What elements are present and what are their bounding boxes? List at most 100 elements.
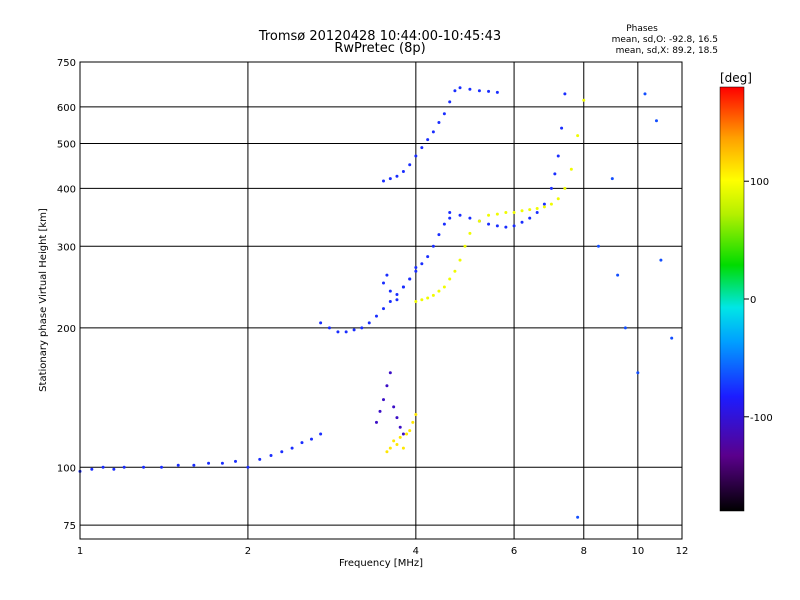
x-tick-label: 8: [581, 546, 587, 557]
data-point: [414, 269, 418, 273]
data-point: [512, 210, 516, 214]
data-point: [401, 432, 405, 436]
data-point: [610, 177, 614, 181]
data-point: [468, 87, 472, 91]
data-point: [392, 405, 396, 409]
data-point: [414, 299, 418, 303]
data-point: [290, 446, 294, 450]
data-point: [453, 269, 457, 273]
chart-title: Tromsø 20120428 10:44:00-10:45:43: [258, 29, 501, 44]
data-point: [437, 289, 441, 293]
data-point: [556, 197, 560, 201]
data-point: [528, 216, 532, 220]
data-point: [495, 224, 499, 228]
data-point: [442, 222, 446, 226]
data-point: [560, 126, 564, 130]
phase-stats-x: mean, sd,X: 89.2, 18.5: [616, 46, 718, 56]
data-point: [487, 89, 491, 93]
data-point: [442, 112, 446, 116]
data-point: [388, 289, 392, 293]
data-point: [623, 326, 627, 330]
data-point: [569, 167, 573, 171]
data-point: [398, 425, 402, 429]
data-point: [448, 277, 452, 281]
data-point: [426, 296, 430, 300]
data-point: [458, 213, 462, 217]
data-point: [420, 146, 424, 150]
data-point: [395, 298, 399, 302]
data-point: [504, 225, 508, 229]
y-tick-label: 200: [57, 324, 76, 335]
data-point: [319, 321, 323, 325]
data-point: [431, 293, 435, 297]
data-point: [233, 459, 237, 463]
data-point: [528, 208, 532, 212]
data-point: [420, 262, 424, 266]
data-point: [563, 92, 567, 96]
data-point: [448, 210, 452, 214]
data-point: [616, 273, 620, 277]
y-tick-label: 75: [63, 521, 76, 532]
data-point: [431, 244, 435, 248]
data-point: [367, 321, 371, 325]
data-point: [414, 154, 418, 158]
data-point: [401, 170, 405, 174]
data-point: [336, 330, 340, 334]
data-point: [495, 212, 499, 216]
data-point: [420, 298, 424, 302]
data-point: [468, 216, 472, 220]
data-point: [520, 209, 524, 213]
data-point: [408, 163, 412, 167]
data-point: [504, 210, 508, 214]
data-point: [437, 233, 441, 237]
data-point: [258, 457, 262, 461]
y-tick-label: 500: [57, 140, 76, 151]
data-point: [385, 450, 389, 454]
grid-lines: [80, 62, 682, 539]
data-point: [401, 285, 405, 289]
data-point: [327, 326, 331, 330]
data-point: [300, 441, 304, 445]
data-point: [453, 89, 457, 93]
data-point: [535, 210, 539, 214]
y-axis-label: Stationary phase Virtual Height [km]: [38, 208, 49, 392]
data-point: [448, 100, 452, 104]
colorbar-label: [deg]: [720, 71, 752, 85]
data-point: [468, 231, 472, 235]
data-point: [319, 432, 323, 436]
y-tick-labels: 75 100 200 300 400 500 600 750: [57, 58, 76, 532]
data-point: [90, 467, 94, 471]
data-point: [395, 293, 399, 297]
data-point: [576, 134, 580, 138]
colorbar-tick-label: 0: [750, 295, 756, 306]
data-point: [142, 465, 146, 469]
data-point: [556, 154, 560, 158]
data-point: [408, 277, 412, 281]
x-tick-label: 6: [511, 546, 517, 557]
data-point: [563, 186, 567, 190]
data-point: [654, 119, 658, 123]
data-point: [385, 384, 389, 388]
data-point: [101, 465, 105, 469]
data-point: [374, 420, 378, 424]
data-point: [448, 216, 452, 220]
data-point: [398, 435, 402, 439]
data-point: [549, 202, 553, 206]
y-tick-label: 100: [57, 463, 76, 474]
data-point: [670, 336, 674, 340]
data-point: [246, 465, 250, 469]
data-point: [458, 258, 462, 262]
data-point: [344, 330, 348, 334]
data-point: [401, 446, 405, 450]
data-point: [381, 281, 385, 285]
data-point: [458, 86, 462, 90]
plot-frame: [79, 61, 683, 540]
data-point: [414, 265, 418, 269]
data-point: [636, 371, 640, 375]
data-point: [220, 461, 224, 465]
data-point: [582, 98, 586, 102]
chart-subtitle: RwPretec (8p): [334, 41, 425, 56]
data-point: [309, 437, 313, 441]
data-point: [360, 326, 364, 330]
